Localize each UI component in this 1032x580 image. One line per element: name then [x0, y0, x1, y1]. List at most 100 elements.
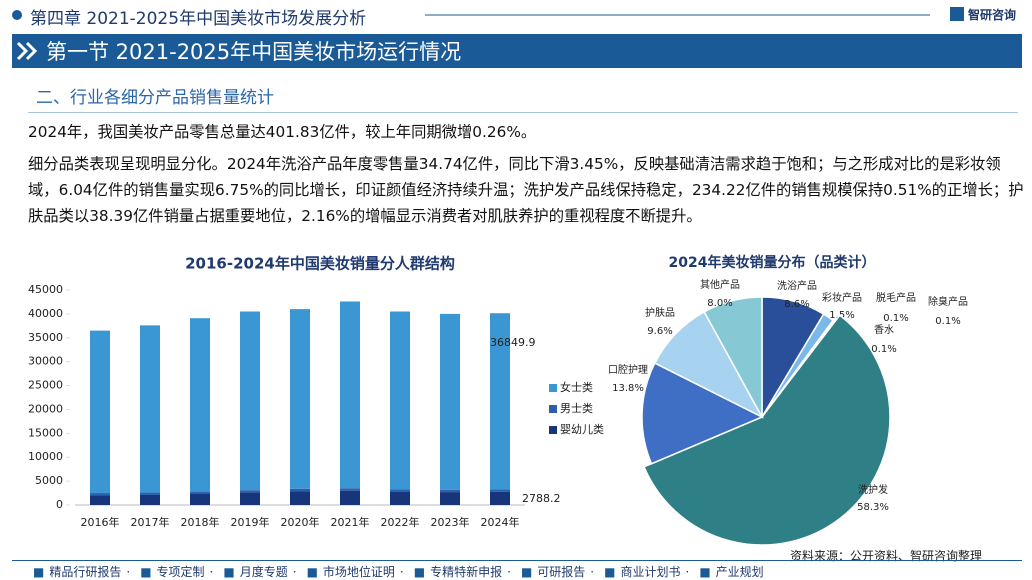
legend-label: 女士类: [560, 380, 593, 394]
charts: 2016-2024年中国美妆销量分人群结构 0 5000 10000 15000 2000…: [28, 254, 968, 546]
separator: ·: [507, 565, 511, 579]
x-tick-label: 2017年: [131, 515, 170, 529]
slice-value: 0.1%: [935, 316, 960, 327]
bar-segment: [240, 492, 260, 505]
footer-link[interactable]: 精品行研报告: [49, 565, 122, 579]
icon: ■: [413, 565, 426, 579]
slice-value: 8.6%: [784, 299, 809, 310]
bar-segment: [90, 495, 110, 505]
bar-segment: [290, 488, 310, 492]
x-tick-label: 2022年: [381, 515, 420, 529]
separator: ·: [126, 565, 131, 579]
y-tick-label: 25000: [28, 379, 63, 392]
footer-link[interactable]: 专项定制: [156, 565, 205, 579]
header-deco: [12, 7, 964, 21]
icon: ■: [520, 565, 533, 579]
slice-value: 9.6%: [647, 326, 672, 337]
bar-segment: [340, 490, 360, 505]
slice-label: 护肤品: [645, 306, 675, 319]
y-tick-label: 45000: [28, 283, 63, 296]
x-tick-label: 2023年: [431, 515, 470, 529]
bar-segment: [490, 489, 510, 492]
separator: ·: [292, 565, 297, 579]
chart-title: 2016-2024年中国美妆销量分人群结构: [185, 255, 455, 273]
icon: ■: [140, 565, 152, 579]
slice-label: 香水: [874, 324, 894, 336]
bar-segment: [90, 330, 110, 494]
paragraph: 细分品类表现呈现明显分化。2024年洗浴产品年度零售量34.74亿件，同比下滑3…: [28, 155, 1024, 225]
data-label: 36849.9: [490, 336, 536, 349]
x-tick-label: 2024年: [481, 515, 520, 529]
x-tick-label: 2019年: [231, 515, 270, 529]
bar-segment: [340, 301, 360, 489]
separator: ·: [399, 565, 404, 579]
footer-link[interactable]: 可研报告: [537, 565, 586, 579]
legend-swatch: [549, 426, 557, 434]
separator: ·: [590, 565, 595, 579]
legend-label: 婴幼儿类: [560, 422, 604, 436]
slice-label: 彩妆产品: [822, 291, 862, 304]
bar-segment: [190, 318, 210, 492]
bar-segment: [440, 492, 460, 505]
bar-segment: [90, 493, 110, 496]
slice-label: 口腔护理: [608, 363, 648, 376]
bar-segment: [390, 491, 410, 505]
y-tick-label: 0: [56, 498, 63, 511]
slice-value: 0.1%: [871, 344, 896, 355]
section-band: [12, 34, 1022, 68]
footer-link[interactable]: 市场地位证明: [322, 565, 395, 579]
divider: [28, 112, 1018, 113]
y-tick-label: 10000: [28, 450, 63, 463]
chapter-title: 第四章 2021-2025年中国美妆市场发展分析: [30, 9, 367, 29]
pie-slice: [703, 296, 763, 418]
bar-segment: [240, 490, 260, 493]
footer-link[interactable]: 商业计划书: [620, 565, 681, 579]
footer-link[interactable]: 产业规划: [715, 565, 764, 579]
x-tick-label: 2018年: [181, 515, 220, 529]
slice-label: 洗浴产品: [777, 279, 817, 292]
y-tick-label: 30000: [28, 355, 63, 368]
slice-value: 1.5%: [829, 310, 854, 321]
icon: ■: [699, 565, 711, 579]
section-title: 第一节 2021-2025年中国美妆市场运行情况: [46, 40, 462, 64]
legend-swatch: [549, 384, 557, 392]
slice-label: 洗护发: [858, 483, 888, 496]
footer-links: ■ 精品行研报告 · ■ 专项定制 · ■ 月度专题 · ■ 市场地位证明 · ■ 专精特新申报 · ■ 可研报…: [28, 563, 764, 580]
logo: 智研咨询: [968, 8, 1017, 22]
y-tick-label: 35000: [28, 331, 63, 344]
slice-value: 13.8%: [612, 383, 644, 394]
x-tick-label: 2020年: [281, 515, 320, 529]
bar-segment: [140, 325, 160, 493]
subsection-title: 二、行业各细分产品销售量统计: [36, 88, 274, 108]
bar-segment: [390, 489, 410, 492]
legend-swatch: [549, 405, 557, 413]
chevrons: [16, 41, 38, 61]
icon: ■: [33, 565, 45, 579]
legend-label: 男士类: [560, 401, 593, 415]
bar-segment: [190, 491, 210, 495]
footer-link[interactable]: 专精特新申报: [430, 565, 503, 579]
source: 资料来源：公开资料、智研咨询整理: [790, 549, 983, 563]
pie-slice: [641, 362, 764, 465]
bar-segment: [240, 311, 260, 491]
bar-segment: [440, 313, 460, 490]
bar-segment: [290, 491, 310, 505]
slice-label: 脱毛产品: [876, 291, 916, 304]
separator: ·: [209, 565, 214, 579]
slice-value: 58.3%: [857, 502, 889, 513]
footer-link[interactable]: 月度专题: [239, 565, 288, 579]
icon: ■: [306, 565, 318, 579]
bar-segment: [490, 313, 510, 490]
data-label: 2788.2: [522, 492, 561, 505]
bar-segment: [440, 489, 460, 493]
bar-segment: [140, 494, 160, 505]
pie-slice: [643, 314, 891, 546]
y-tick-label: 40000: [28, 307, 63, 320]
x-tick-label: 2016年: [81, 515, 120, 529]
bar-segment: [340, 488, 360, 491]
icon: ■: [604, 565, 616, 579]
x-tick-label: 2021年: [331, 515, 370, 529]
slice-value: 8.0%: [707, 298, 732, 309]
bar-segment: [290, 309, 310, 489]
